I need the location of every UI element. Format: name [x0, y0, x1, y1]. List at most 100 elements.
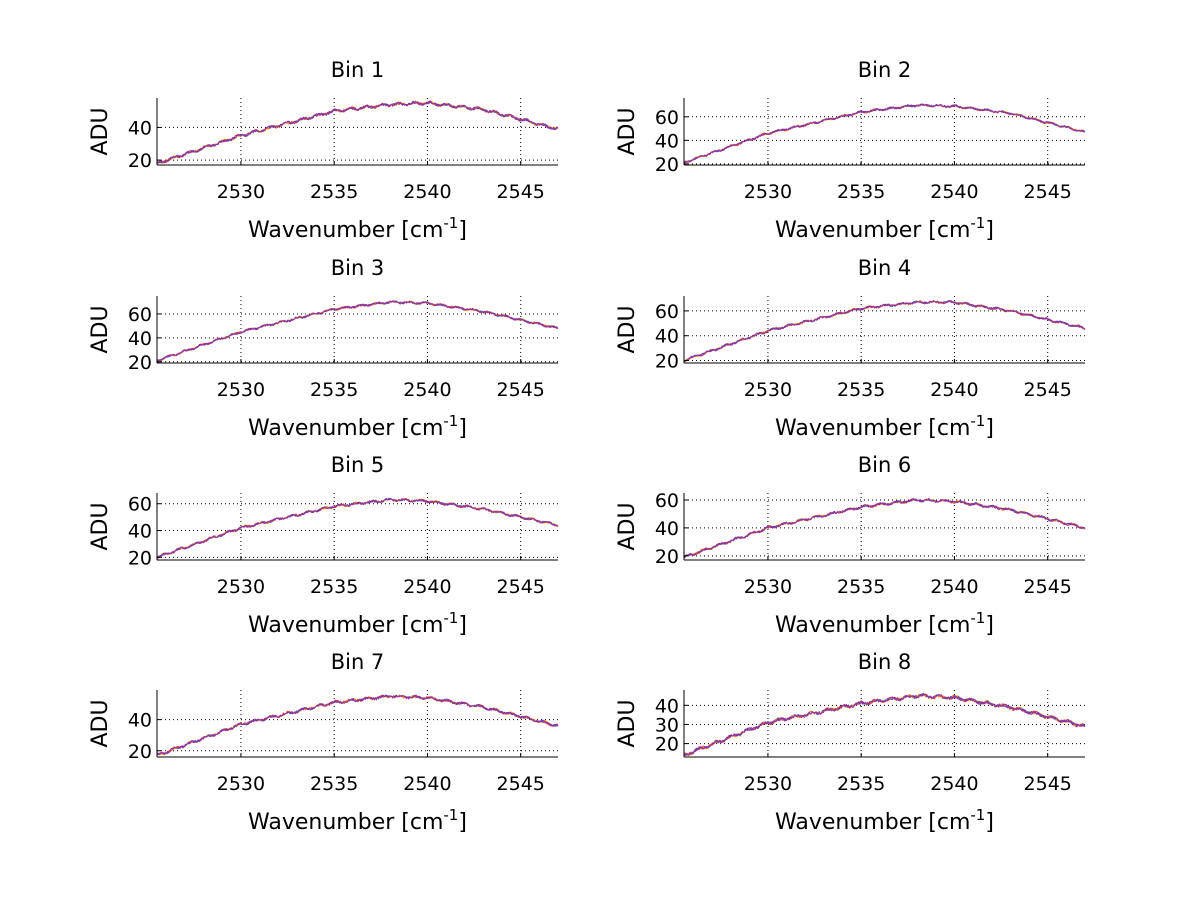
- y-tick-label: 20: [655, 154, 679, 176]
- y-axis-label: ADU: [615, 502, 640, 550]
- x-axis-label-suffix: ]: [985, 810, 994, 835]
- x-tick-label: 2530: [744, 773, 792, 795]
- x-axis-label-exponent: -1: [970, 609, 985, 627]
- x-tick-label: 2545: [497, 379, 545, 401]
- y-tick-label: 20: [128, 150, 152, 172]
- spectrum-series-purple: [156, 300, 559, 362]
- panel-title: Bin 7: [331, 650, 385, 674]
- x-axis-label-exponent: -1: [970, 214, 985, 232]
- x-tick-label: 2540: [930, 773, 978, 795]
- x-axis-label-exponent: -1: [970, 412, 985, 430]
- x-tick-label: 2540: [403, 379, 451, 401]
- panel-bin-5: 2530 2535 2540 2545 20 40 60 Bin 5 Wavenumber [c…: [88, 453, 559, 638]
- x-tick-label: 2545: [497, 181, 545, 203]
- panel-bin-6: 2530 2535 2540 2545 20 40 60 Bin 6 Wavenumber [c…: [615, 453, 1086, 638]
- y-axis-label: ADU: [615, 305, 640, 353]
- x-axis-label-suffix: ]: [458, 218, 467, 243]
- x-tick-label: 2545: [497, 576, 545, 598]
- y-axis-label: ADU: [88, 305, 113, 353]
- panel-bin-1: 2530 2535 2540 2545 20 40 Bin 1 Wavenumber [cm-…: [88, 58, 559, 243]
- panel-title: Bin 3: [331, 256, 385, 280]
- y-tick-label: 40: [128, 521, 152, 543]
- y-tick-label: 40: [655, 326, 679, 348]
- x-tick-label: 2545: [1024, 773, 1072, 795]
- panel-bin-4: 2530 2535 2540 2545 20 40 60 Bin 4 Wavenumber [c…: [615, 256, 1086, 441]
- x-axis-label-exponent: -1: [443, 609, 458, 627]
- y-tick-label: 20: [128, 352, 152, 374]
- x-axis-label-text: Wavenumber [cm: [775, 218, 970, 243]
- x-tick-label: 2540: [403, 773, 451, 795]
- x-axis-label-text: Wavenumber [cm: [248, 613, 443, 638]
- x-axis-label-text: Wavenumber [cm: [775, 810, 970, 835]
- panel-title: Bin 2: [858, 58, 912, 82]
- spectrum-series-purple: [683, 300, 1086, 362]
- y-tick-label: 60: [128, 304, 152, 326]
- y-tick-label: 30: [655, 714, 679, 736]
- x-axis-label: Wavenumber [cm-1]: [248, 214, 467, 243]
- x-axis-label: Wavenumber [cm-1]: [775, 214, 994, 243]
- x-axis-label: Wavenumber [cm-1]: [248, 609, 467, 638]
- x-tick-label: 2545: [497, 773, 545, 795]
- panel-title: Bin 8: [858, 650, 912, 674]
- x-tick-label: 2530: [217, 181, 265, 203]
- x-axis-label: Wavenumber [cm-1]: [248, 412, 467, 441]
- y-tick-label: 60: [655, 490, 679, 512]
- x-tick-label: 2530: [217, 576, 265, 598]
- x-axis-label-suffix: ]: [458, 810, 467, 835]
- y-axis-label: ADU: [88, 502, 113, 550]
- y-axis-label: ADU: [88, 107, 113, 155]
- x-tick-label: 2535: [310, 379, 358, 401]
- x-axis-label-text: Wavenumber [cm: [248, 810, 443, 835]
- x-axis-label-suffix: ]: [985, 613, 994, 638]
- y-tick-label: 40: [128, 328, 152, 350]
- spectrum-series-purple: [683, 693, 1086, 756]
- spectrum-series-purple: [683, 498, 1086, 558]
- y-axis-label: ADU: [615, 107, 640, 155]
- x-tick-label: 2530: [744, 181, 792, 203]
- x-axis-label: Wavenumber [cm-1]: [775, 412, 994, 441]
- spectrum-series-purple: [156, 694, 559, 756]
- y-tick-label: 40: [128, 710, 152, 732]
- y-tick-label: 40: [655, 518, 679, 540]
- x-axis-label-exponent: -1: [443, 806, 458, 824]
- x-tick-label: 2545: [1024, 181, 1072, 203]
- y-tick-label: 60: [655, 301, 679, 323]
- panel-title: Bin 1: [331, 58, 385, 82]
- x-axis-label-exponent: -1: [970, 806, 985, 824]
- x-tick-label: 2530: [744, 576, 792, 598]
- x-axis-label-suffix: ]: [458, 416, 467, 441]
- x-axis-label-suffix: ]: [458, 613, 467, 638]
- x-axis-label-suffix: ]: [985, 218, 994, 243]
- x-axis-label-exponent: -1: [443, 412, 458, 430]
- y-tick-label: 20: [655, 351, 679, 373]
- y-tick-label: 40: [655, 130, 679, 152]
- spectrum-series-purple: [156, 497, 559, 559]
- x-tick-label: 2530: [217, 773, 265, 795]
- x-tick-label: 2535: [837, 379, 885, 401]
- y-tick-label: 20: [655, 734, 679, 756]
- x-tick-label: 2530: [744, 379, 792, 401]
- panel-bin-7: 2530 2535 2540 2545 20 40 Bin 7 Wavenumber [cm-…: [88, 650, 559, 835]
- x-tick-label: 2540: [930, 181, 978, 203]
- x-tick-label: 2535: [837, 773, 885, 795]
- y-tick-label: 20: [655, 546, 679, 568]
- y-tick-label: 40: [655, 695, 679, 717]
- x-axis-label: Wavenumber [cm-1]: [248, 806, 467, 835]
- x-tick-label: 2540: [930, 576, 978, 598]
- x-tick-label: 2535: [310, 181, 358, 203]
- y-tick-label: 20: [128, 741, 152, 763]
- y-tick-label: 60: [128, 494, 152, 516]
- x-tick-label: 2540: [403, 576, 451, 598]
- spectrum-series-purple: [683, 103, 1086, 164]
- y-axis-label: ADU: [615, 699, 640, 747]
- panel-title: Bin 4: [858, 256, 912, 280]
- y-tick-label: 60: [655, 107, 679, 129]
- panel-title: Bin 6: [858, 453, 912, 477]
- x-axis-label-text: Wavenumber [cm: [248, 218, 443, 243]
- x-axis-label: Wavenumber [cm-1]: [775, 806, 994, 835]
- x-tick-label: 2535: [837, 576, 885, 598]
